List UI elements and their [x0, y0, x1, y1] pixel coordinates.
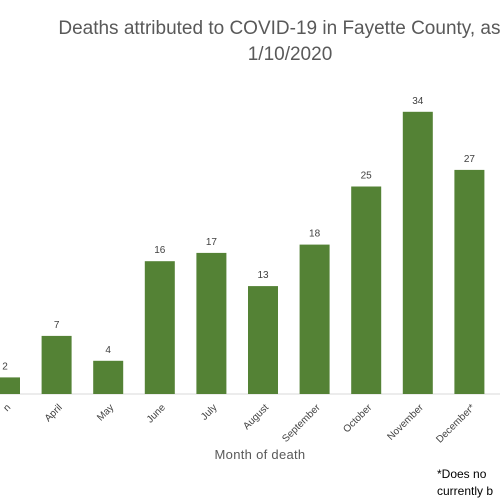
value-label-july: 17: [206, 237, 218, 248]
bar-march: [0, 377, 20, 394]
value-label-october: 25: [361, 171, 373, 182]
bar-september: [299, 244, 330, 394]
tick-label-july: July: [199, 402, 219, 422]
tick-label-august: August: [241, 402, 271, 432]
value-label-november: 34: [412, 96, 424, 107]
tick-label-october: October: [341, 402, 374, 435]
tick-labels-layer: n April May June July August September October N…: [1, 402, 477, 446]
bar-may: [93, 360, 124, 394]
bar-april: [41, 335, 72, 394]
chart-title-line-2: 1/10/2020: [247, 44, 333, 65]
bar-june: [144, 261, 175, 394]
bar-july: [196, 252, 227, 394]
bar-august: [248, 286, 278, 394]
value-label-august: 13: [257, 270, 269, 281]
value-label-september: 18: [309, 229, 321, 240]
bar-october: [351, 186, 382, 394]
chart-title-line-1: Deaths attributed to COVID-19 in Fayette…: [58, 18, 500, 39]
tick-label-may: May: [95, 402, 116, 423]
value-label-april: 7: [54, 320, 60, 331]
footnote: *Does no currently b: [437, 466, 500, 500]
tick-label-march: n: [1, 402, 13, 414]
bars-layer: [0, 111, 485, 395]
tick-label-september: September: [280, 402, 323, 445]
x-axis-title: Month of death: [214, 447, 306, 462]
bar-december: [454, 169, 485, 394]
tick-label-november: November: [386, 402, 427, 443]
bar-november: [402, 111, 433, 395]
tick-label-june: June: [145, 402, 168, 425]
value-label-december: 27: [464, 154, 476, 165]
tick-label-april: April: [43, 402, 65, 424]
tick-label-december: December*: [434, 402, 477, 445]
footnote-line-2: currently b: [437, 484, 494, 498]
footnote-line-1: *Does no: [437, 467, 487, 481]
value-label-march: 2: [2, 361, 8, 372]
value-label-june: 16: [154, 245, 166, 256]
value-label-may: 4: [105, 345, 111, 356]
